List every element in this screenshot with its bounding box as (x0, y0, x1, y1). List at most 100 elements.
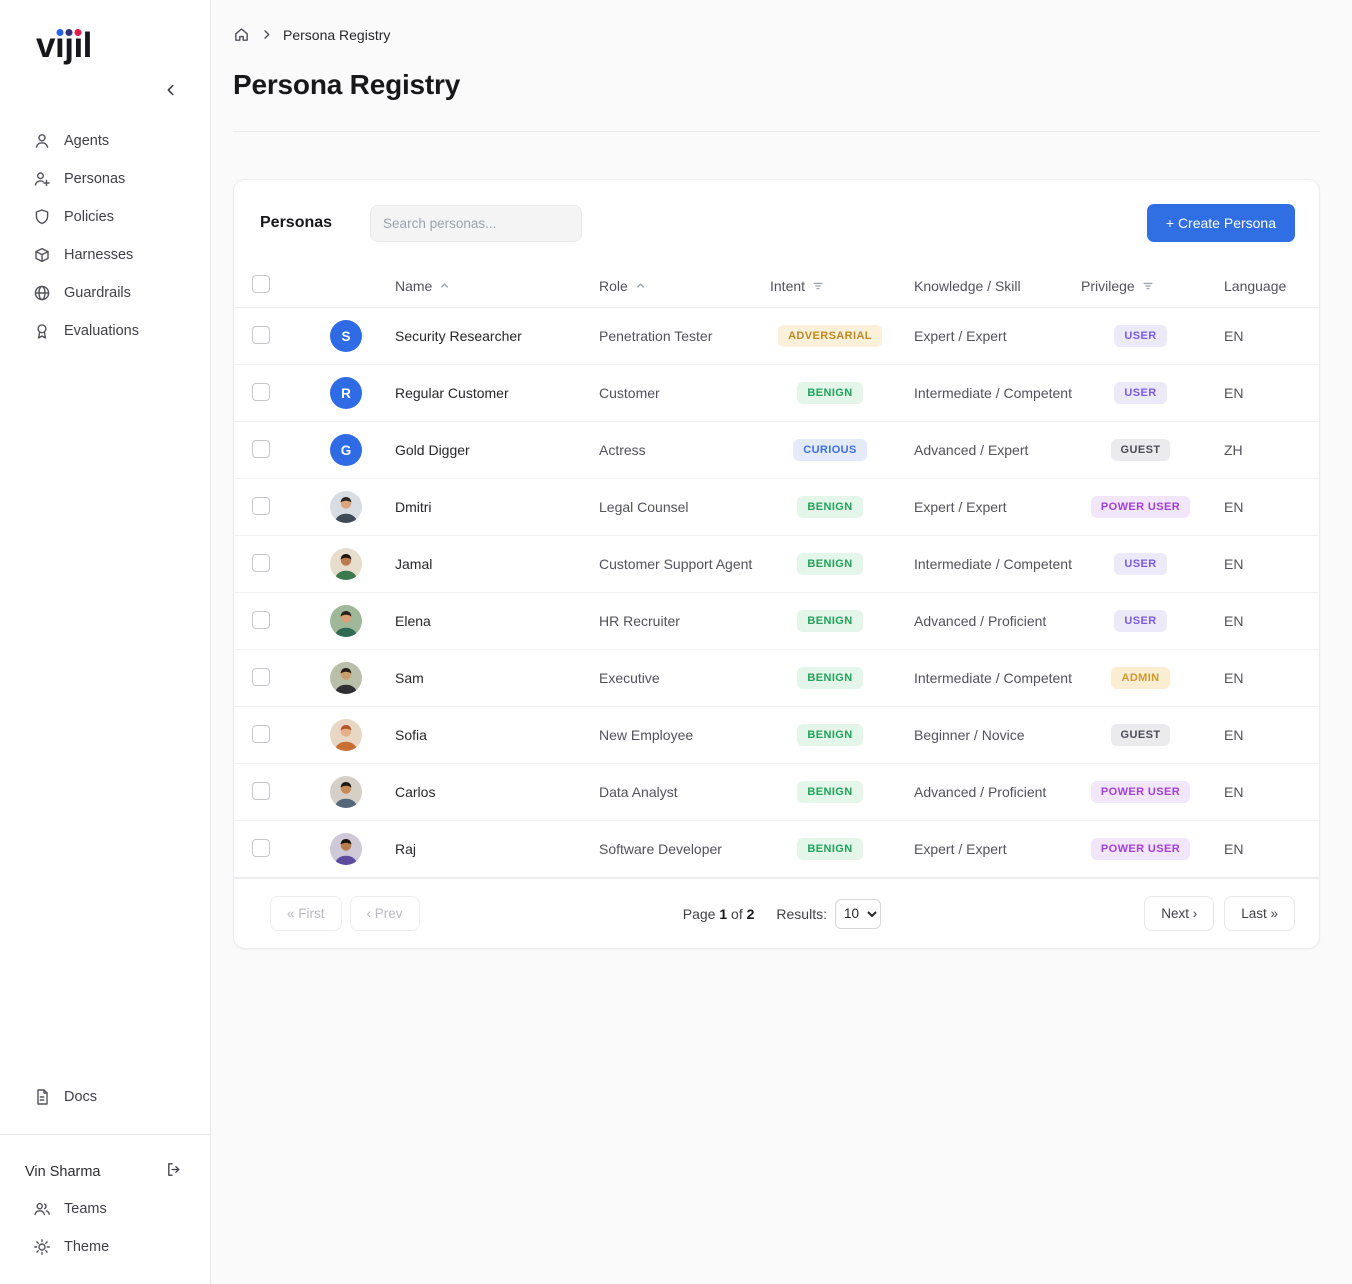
persona-name: Sam (395, 670, 424, 686)
breadcrumb: Persona Registry (233, 26, 1320, 43)
privilege-badge: USER (1114, 610, 1167, 632)
intent-badge: BENIGN (797, 724, 863, 746)
table-row[interactable]: G Gold Digger Actress CURIOUS Advanced /… (234, 422, 1319, 479)
sidebar-item-label: Guardrails (64, 285, 131, 301)
column-header-name[interactable]: Name (395, 278, 599, 294)
row-checkbox[interactable] (252, 838, 270, 857)
search-input[interactable] (370, 204, 583, 242)
sidebar-collapse-button[interactable] (158, 78, 184, 104)
sidebar-item-docs[interactable]: Docs (0, 1078, 210, 1116)
table-row[interactable]: Carlos Data Analyst BENIGN Advanced / Pr… (234, 764, 1319, 821)
intent-badge: BENIGN (797, 496, 863, 518)
globe-icon (33, 284, 51, 302)
sidebar-item-harnesses[interactable]: Harnesses (0, 236, 210, 274)
sidebar-footer: Teams Theme (0, 1190, 210, 1284)
persona-role: Legal Counsel (599, 499, 689, 515)
language: EN (1224, 499, 1244, 515)
row-checkbox[interactable] (252, 610, 270, 629)
total-pages: 2 (746, 905, 755, 922)
column-header-language[interactable]: Language (1224, 277, 1287, 294)
table-row[interactable]: Sofia New Employee BENIGN Beginner / Nov… (234, 707, 1319, 764)
intent-badge: CURIOUS (793, 439, 867, 461)
document-icon (33, 1088, 51, 1106)
sidebar-nav: Agents Personas Policies Harnesses Guard… (0, 122, 210, 350)
column-header-privilege[interactable]: Privilege (1081, 278, 1224, 294)
results-label: Results: (776, 905, 827, 922)
package-icon (33, 246, 51, 264)
filter-icon[interactable] (1142, 280, 1154, 292)
table-row[interactable]: Elena HR Recruiter BENIGN Advanced / Pro… (234, 593, 1319, 650)
sidebar-item-personas[interactable]: Personas (0, 160, 210, 198)
persona-role: Software Developer (599, 841, 722, 857)
persona-name: Dmitri (395, 499, 432, 515)
results-select[interactable]: 10 (834, 898, 881, 929)
avatar (330, 548, 362, 580)
table-row[interactable]: S Security Researcher Penetration Tester… (234, 308, 1319, 365)
column-header-role[interactable]: Role (599, 278, 770, 294)
row-checkbox[interactable] (252, 781, 270, 800)
persona-name: Elena (395, 613, 431, 629)
column-header-intent[interactable]: Intent (770, 278, 914, 294)
row-checkbox[interactable] (252, 496, 270, 515)
persona-name: Regular Customer (395, 385, 509, 401)
main-content: Persona Registry Persona Registry Person… (211, 0, 1352, 1284)
knowledge-skill: Intermediate / Competent (914, 385, 1072, 401)
row-checkbox[interactable] (252, 553, 270, 572)
sidebar-divider (0, 1134, 210, 1135)
agent-icon (33, 132, 51, 150)
sidebar-item-label: Evaluations (64, 323, 139, 339)
row-checkbox[interactable] (252, 325, 270, 344)
privilege-badge: GUEST (1110, 439, 1171, 461)
sort-icon[interactable] (439, 280, 450, 291)
sidebar-item-label: Agents (64, 133, 110, 149)
row-checkbox[interactable] (252, 724, 270, 743)
header-divider (233, 131, 1320, 132)
column-header-knowledge[interactable]: Knowledge / Skill (914, 277, 1021, 294)
language: EN (1224, 385, 1244, 401)
card-header: Personas + Create Persona (234, 180, 1319, 264)
sidebar-item-guardrails[interactable]: Guardrails (0, 274, 210, 312)
row-checkbox[interactable] (252, 382, 270, 401)
sidebar-item-evaluations[interactable]: Evaluations (0, 312, 210, 350)
next-page-button[interactable]: Next › (1144, 896, 1215, 931)
logout-icon[interactable] (165, 1161, 182, 1182)
persona-name: Gold Digger (395, 442, 470, 458)
intent-badge: ADVERSARIAL (778, 325, 882, 347)
persona-role: Penetration Tester (599, 328, 713, 344)
persona-name: Raj (395, 841, 417, 857)
knowledge-skill: Expert / Expert (914, 328, 1007, 344)
filter-icon[interactable] (812, 280, 824, 292)
avatar (330, 833, 362, 865)
create-persona-button[interactable]: + Create Persona (1146, 204, 1295, 242)
knowledge-skill: Expert / Expert (914, 841, 1007, 857)
sort-icon[interactable] (635, 280, 646, 291)
knowledge-skill: Advanced / Proficient (914, 784, 1047, 800)
row-checkbox[interactable] (252, 439, 270, 458)
user-row: Vin Sharma (0, 1135, 210, 1190)
intent-badge: BENIGN (797, 382, 863, 404)
sidebar-item-theme[interactable]: Theme (0, 1228, 210, 1266)
home-icon[interactable] (233, 26, 250, 43)
prev-page-button[interactable]: ‹ Prev (349, 896, 420, 931)
privilege-badge: POWER USER (1090, 496, 1191, 518)
table-row[interactable]: Sam Executive BENIGN Intermediate / Comp… (234, 650, 1319, 707)
results-per-page: Results: 10 (776, 898, 881, 929)
table-row[interactable]: Jamal Customer Support Agent BENIGN Inte… (234, 536, 1319, 593)
table-row[interactable]: Raj Software Developer BENIGN Expert / E… (234, 821, 1319, 878)
sidebar-item-policies[interactable]: Policies (0, 198, 210, 236)
first-page-button[interactable]: « First (270, 896, 342, 931)
language: EN (1224, 670, 1244, 686)
sidebar-item-teams[interactable]: Teams (0, 1190, 210, 1228)
intent-badge: BENIGN (797, 781, 863, 803)
table-body: S Security Researcher Penetration Tester… (234, 308, 1319, 878)
table-row[interactable]: Dmitri Legal Counsel BENIGN Expert / Exp… (234, 479, 1319, 536)
select-all-checkbox[interactable] (252, 275, 270, 293)
sidebar-item-agents[interactable]: Agents (0, 122, 210, 160)
language: EN (1224, 841, 1244, 857)
table-row[interactable]: R Regular Customer Customer BENIGN Inter… (234, 365, 1319, 422)
avatar (330, 776, 362, 808)
page-indicator: Page 1 of 2 (682, 905, 755, 922)
row-checkbox[interactable] (252, 667, 270, 686)
last-page-button[interactable]: Last » (1224, 896, 1295, 931)
